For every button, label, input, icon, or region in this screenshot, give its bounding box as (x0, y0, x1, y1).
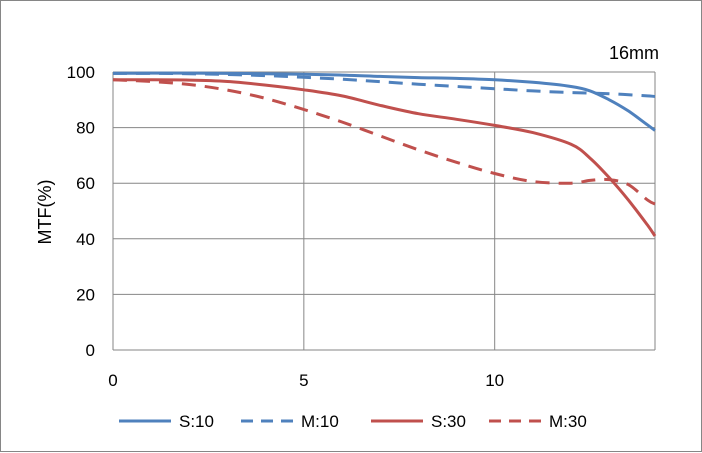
y-tick-labels: 0 20 40 60 80 100 (67, 63, 95, 360)
y-tick-label-60: 60 (76, 174, 95, 193)
legend-label-0: S:10 (179, 412, 214, 431)
y-tick-label-20: 20 (76, 285, 95, 304)
series-line-0 (112, 71, 656, 132)
y-tick-label-80: 80 (76, 119, 95, 138)
series-line-1 (112, 71, 656, 98)
legend-label-3: M:30 (549, 412, 587, 431)
legend: S:10 M:10 S:30 M:30 (119, 412, 587, 431)
chart-title: 16mm (609, 43, 659, 63)
y-tick-label-40: 40 (76, 230, 95, 249)
x-tick-labels: 0 5 10 (108, 371, 504, 390)
y-tick-label-100: 100 (67, 63, 95, 82)
series-line-3 (112, 78, 656, 206)
series-lines (112, 71, 657, 237)
y-axis-label: MTF(%) (35, 180, 55, 245)
x-tick-label-10: 10 (485, 371, 504, 390)
legend-label-2: S:30 (431, 412, 466, 431)
series-line-2 (112, 78, 657, 237)
y-tick-label-0: 0 (86, 341, 95, 360)
legend-label-1: M:10 (301, 412, 339, 431)
x-tick-label-0: 0 (108, 371, 117, 390)
grid-lines (112, 71, 656, 351)
x-tick-label-5: 5 (299, 371, 308, 390)
